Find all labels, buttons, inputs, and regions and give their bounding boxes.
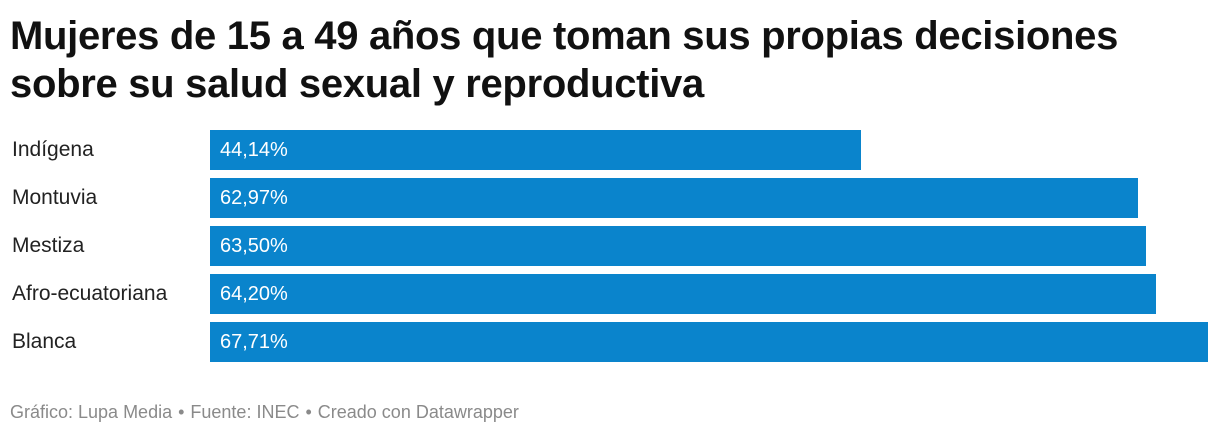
bar [210, 178, 1138, 218]
bar-value-label: 44,14% [220, 139, 288, 161]
chart-footer: Gráfico: Lupa Media • Fuente: INEC • Creado … [10, 402, 519, 423]
bar [210, 274, 1156, 314]
bar [210, 226, 1146, 266]
footer-separator: • [305, 402, 312, 422]
bar-value-label: 63,50% [220, 235, 288, 257]
bar-chart: Indígena 44,14% Montuvia 62,97% Mestiza 63,50… [0, 130, 1220, 362]
bar [210, 322, 1208, 362]
bar-row: Montuvia 62,97% [0, 178, 1220, 218]
category-label: Indígena [12, 138, 94, 161]
bar-value-label: 67,71% [220, 331, 288, 353]
footer-separator: • [178, 402, 185, 422]
chart-title: Mujeres de 15 a 49 años que toman sus pr… [10, 14, 1119, 106]
category-label: Mestiza [12, 234, 85, 257]
category-label: Afro-ecuatoriana [12, 282, 168, 305]
category-label: Montuvia [12, 186, 98, 209]
footer-created-with: Creado con Datawrapper [317, 402, 519, 422]
category-label: Blanca [12, 330, 77, 353]
bar-row: Blanca 67,71% [0, 322, 1220, 362]
footer-source: Fuente: INEC [190, 402, 300, 422]
bar-row: Indígena 44,14% [0, 130, 1220, 170]
bar-row: Afro-ecuatoriana 64,20% [0, 274, 1220, 314]
bar-row: Mestiza 63,50% [0, 226, 1220, 266]
footer-graphic-credit: Gráfico: Lupa Media [10, 402, 173, 422]
bar-value-label: 64,20% [220, 283, 288, 305]
bar-value-label: 62,97% [220, 187, 288, 209]
bar [210, 130, 861, 170]
